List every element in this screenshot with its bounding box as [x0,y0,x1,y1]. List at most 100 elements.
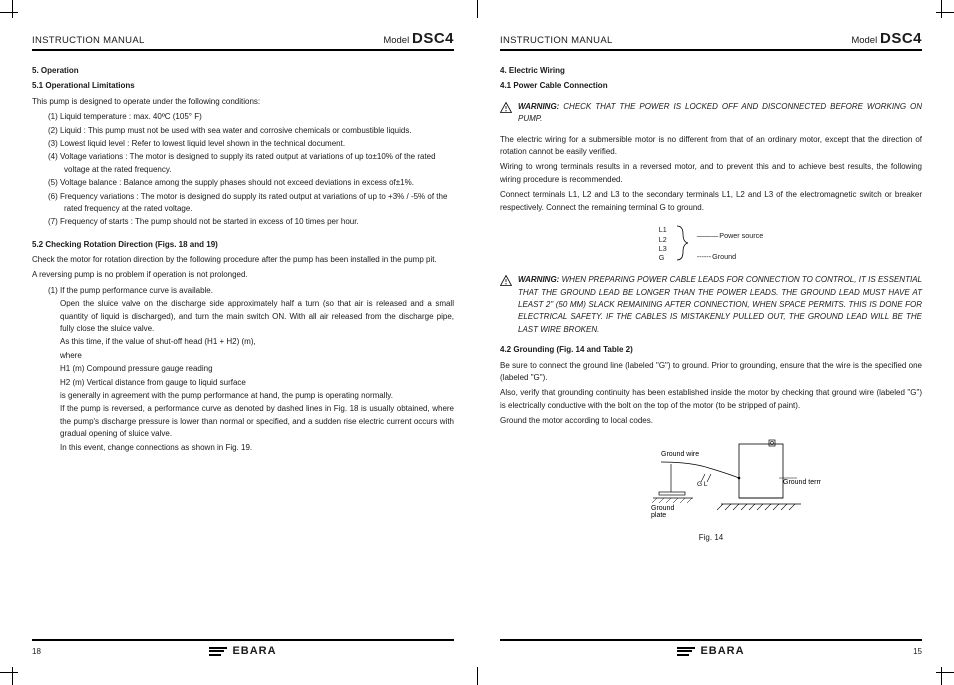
sub-item: In this event, change connections as sho… [60,442,454,454]
list-item: (3) Lowest liquid level : Refer to lowes… [48,138,454,150]
sub-item: If the pump is reversed, a performance c… [60,403,454,440]
terminal-l1: L1 [659,225,667,234]
warn-body: WHEN PREPARING POWER CABLE LEADS FOR CON… [518,275,922,334]
section-52-sub: Open the sluice valve on the discharge s… [32,298,454,454]
sub-item: Open the sluice valve on the discharge s… [60,298,454,335]
warn-label: WARNING: [518,275,559,284]
warn-body: CHECK THAT THE POWER IS LOCKED OFF AND D… [518,102,922,123]
header-title: INSTRUCTION MANUAL [500,35,613,46]
warning-icon [500,274,512,290]
crop-mark [936,672,954,673]
sec42-p3: Ground the motor according to local code… [500,415,922,427]
crop-mark [0,672,18,673]
warning-block-2: WARNING: WHEN PREPARING POWER CABLE LEAD… [500,274,922,336]
section-5-title: 5. Operation [32,65,454,77]
brand-logo: EBARA [209,645,276,657]
figure-caption: Fig. 14 [601,532,821,544]
sec41-p2: Wiring to wrong terminals results in a r… [500,161,922,186]
brace-icon [675,224,689,262]
warning-text: WARNING: CHECK THAT THE POWER IS LOCKED … [518,101,922,126]
crop-mark [477,667,478,685]
section-52-list: (1) If the pump performance curve is ava… [32,285,454,297]
section-41-title: 4.1 Power Cable Connection [500,80,922,92]
section-42-title: 4.2 Grounding (Fig. 14 and Table 2) [500,344,922,356]
svg-text:Ground: Ground [651,505,674,512]
crop-mark [936,12,954,13]
page-footer: 18 EBARA [32,639,454,657]
model-id: DSC4 [412,30,454,47]
list-item: (4) Voltage variations : The motor is de… [48,151,454,176]
list-item: (1) If the pump performance curve is ava… [48,285,454,297]
page-number: 18 [32,647,56,656]
header-model: Model DSC4 [851,30,922,47]
terminal-l3: L3 [659,244,667,253]
figure-14: Ground wire G L Ground plate Ground term… [601,438,821,545]
section-52-p1: Check the motor for rotation direction b… [32,254,454,266]
terminal-right: — — — Power source - - - - - - Ground [697,227,764,262]
brand-name: EBARA [232,645,276,657]
svg-text:Ground wire: Ground wire [661,451,699,458]
page-header: INSTRUCTION MANUAL Model DSC4 [32,30,454,51]
page-spread: INSTRUCTION MANUAL Model DSC4 5. Operati… [0,0,954,685]
page-left: INSTRUCTION MANUAL Model DSC4 5. Operati… [32,30,454,657]
terminal-labels: L1 L2 L3 G [659,225,667,262]
crop-mark [941,667,942,685]
sub-item: H2 (m) Vertical distance from gauge to l… [60,377,454,389]
section-51-list: (1) Liquid temperature : max. 40ºC (105°… [32,111,454,229]
page-footer: EBARA 15 [500,639,922,657]
page-number: 15 [898,647,922,656]
svg-text:Ground terminal: Ground terminal [783,479,821,486]
warning-icon [500,101,512,117]
section-51-intro: This pump is designed to operate under t… [32,96,454,108]
sec42-p1: Be sure to connect the ground line (labe… [500,360,922,385]
page-content: 4. Electric Wiring 4.1 Power Cable Conne… [500,63,922,633]
list-item: (5) Voltage balance : Balance among the … [48,177,454,189]
warning-text: WARNING: WHEN PREPARING POWER CABLE LEAD… [518,274,922,336]
list-item: (1) Liquid temperature : max. 40ºC (105°… [48,111,454,123]
power-source-label: Power source [719,231,763,240]
crop-mark [12,667,13,685]
list-item: (6) Frequency variations : The motor is … [48,191,454,216]
terminal-brace [675,224,689,264]
brand-bars-icon [677,647,695,656]
sec41-p1: The electric wiring for a submersible mo… [500,134,922,159]
section-52-p2: A reversing pump is no problem if operat… [32,269,454,281]
header-model: Model DSC4 [383,30,454,47]
crop-mark [12,0,13,18]
brand-bars-icon [209,647,227,656]
warning-block-1: WARNING: CHECK THAT THE POWER IS LOCKED … [500,101,922,126]
sub-item: As this time, if the value of shut-off h… [60,336,454,348]
model-prefix: Model [383,35,409,46]
sub-item: H1 (m) Compound pressure gauge reading [60,363,454,375]
section-51-title: 5.1 Operational Limitations [32,80,454,92]
warn-label: WARNING: [518,102,559,111]
brand-logo: EBARA [677,645,744,657]
page-content: 5. Operation 5.1 Operational Limitations… [32,63,454,633]
sub-item: is generally in agreement with the pump … [60,390,454,402]
section-4-title: 4. Electric Wiring [500,65,922,77]
brand-name: EBARA [700,645,744,657]
brand-block: EBARA [524,645,898,657]
model-id: DSC4 [880,30,922,47]
crop-mark [941,0,942,18]
page-right: INSTRUCTION MANUAL Model DSC4 4. Electri… [500,30,922,657]
crop-mark [477,0,478,18]
terminal-g: G [659,253,667,262]
ground-diagram-svg: Ground wire G L Ground plate Ground term… [601,438,821,526]
brand-block: EBARA [56,645,430,657]
list-item: (2) Liquid : This pump must not be used … [48,125,454,137]
svg-text:G L: G L [697,481,708,488]
section-52-title: 5.2 Checking Rotation Direction (Figs. 1… [32,239,454,251]
model-prefix: Model [851,35,877,46]
sec41-p3: Connect terminals L1, L2 and L3 to the s… [500,189,922,214]
dash-line: - - - - - - [697,252,710,261]
list-item: (7) Frequency of starts : The pump shoul… [48,216,454,228]
svg-text:plate: plate [651,512,666,519]
terminal-l2: L2 [659,235,667,244]
ground-label: Ground [712,252,736,261]
terminal-diagram: L1 L2 L3 G — — — Power source - - - - - … [611,224,811,264]
header-title: INSTRUCTION MANUAL [32,35,145,46]
crop-mark [0,12,18,13]
sub-item: where [60,350,454,362]
sec42-p2: Also, verify that grounding continuity h… [500,387,922,412]
